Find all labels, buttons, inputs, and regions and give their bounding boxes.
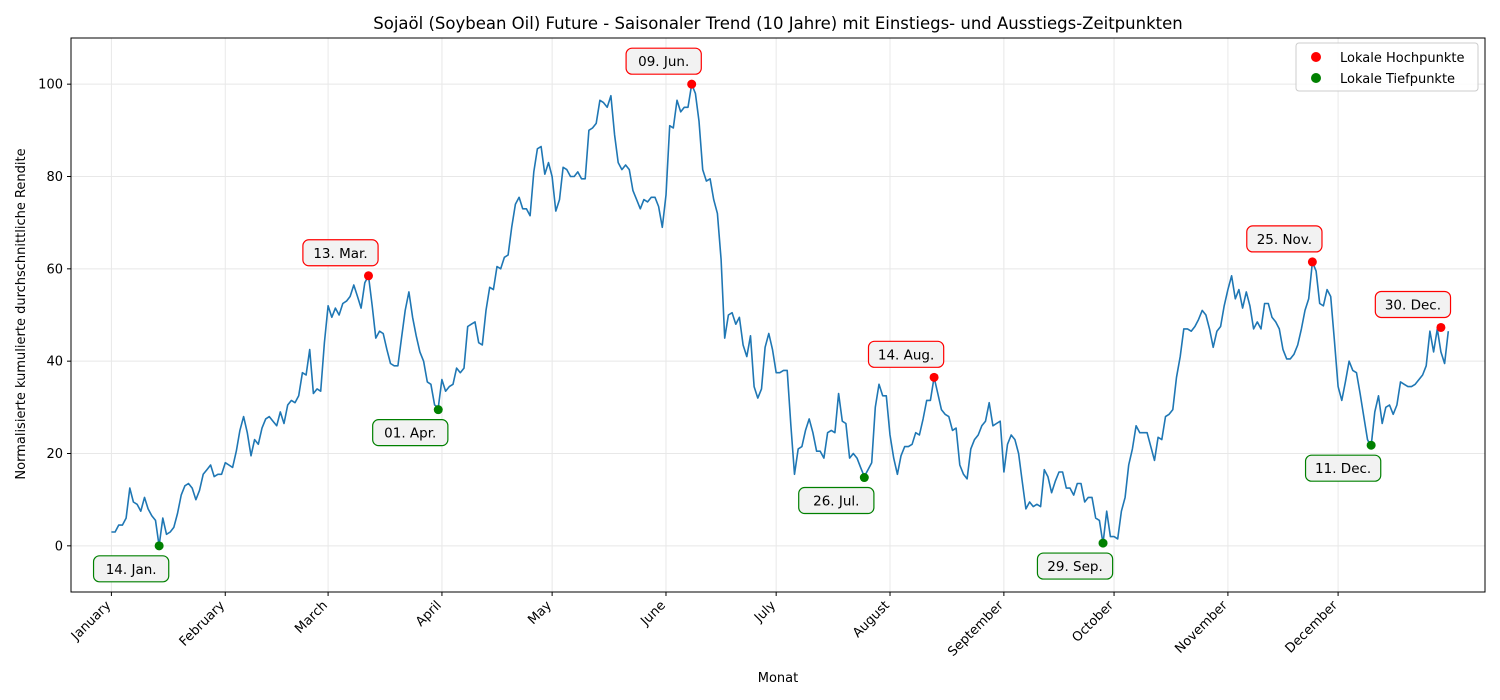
x-tick-label: April: [413, 598, 445, 630]
high-annotation-label: 09. Jun.: [638, 54, 689, 70]
legend-marker-highs: [1311, 52, 1321, 62]
x-tick-label: December: [1283, 598, 1342, 657]
plot-frame: [70, 37, 1486, 593]
y-tick-label: 20: [46, 447, 63, 462]
x-tick-label: May: [525, 598, 555, 628]
high-annotation-label: 13. Mar.: [313, 246, 367, 262]
x-tick-label: June: [637, 598, 668, 629]
x-tick-label: October: [1069, 598, 1117, 646]
series-line: [111, 83, 1450, 547]
legend-marker-lows: [1311, 73, 1321, 83]
series-layer: [111, 83, 1450, 547]
low-annotation-box: [372, 419, 449, 447]
axis-ticks: 0 20 40 60 80 100 January February March April May…: [38, 78, 1341, 660]
low-annotation-box: [92, 555, 170, 583]
low-marker: [433, 405, 443, 415]
x-tick-label: November: [1172, 598, 1231, 657]
high-marker: [1307, 257, 1317, 267]
low-annotation-label: 01. Apr.: [384, 426, 436, 442]
high-marker: [929, 372, 939, 382]
low-annotation-label: 29. Sep.: [1047, 559, 1103, 575]
low-marker: [859, 473, 869, 483]
y-tick-label: 60: [46, 262, 63, 277]
high-marker: [1436, 322, 1446, 332]
low-marker: [1098, 538, 1108, 548]
marker-layer: [154, 79, 1446, 551]
low-marker: [1366, 440, 1376, 450]
high-marker: [687, 79, 697, 89]
high-annotation-box: [867, 340, 945, 368]
high-annotation-label: 14. Aug.: [878, 347, 934, 363]
grid-lines: [71, 38, 1485, 592]
y-tick-label: 100: [38, 78, 63, 93]
x-tick-label: August: [850, 598, 893, 641]
legend-label-highs: Lokale Hochpunkte: [1340, 51, 1464, 66]
legend-box: [1295, 42, 1479, 92]
y-tick-label: 0: [55, 539, 63, 554]
x-tick-label: July: [751, 598, 779, 626]
high-annotation-box: [1374, 290, 1452, 319]
high-annotation-box: [1246, 225, 1323, 253]
low-annotation-label: 26. Jul.: [813, 494, 859, 510]
high-marker: [363, 271, 373, 281]
high-annotation-label: 30. Dec.: [1385, 297, 1441, 313]
chart-title: Sojaöl (Soybean Oil) Future - Saisonaler…: [373, 14, 1182, 33]
x-axis-label: Monat: [758, 671, 798, 686]
y-tick-label: 40: [46, 355, 63, 370]
low-annotation-box: [1036, 552, 1114, 580]
low-annotation-label: 11. Dec.: [1315, 461, 1371, 477]
y-axis-label: Normalisierte kumulierte durchschnittlic…: [14, 148, 29, 479]
x-tick-label: September: [945, 598, 1007, 660]
high-annotation-box: [302, 239, 379, 267]
legend-label-lows: Lokale Tiefpunkte: [1340, 72, 1455, 87]
annotation-layer: 13. Mar. 09. Jun. 14. Aug. 25. Nov. 30. Dec.…: [92, 47, 1452, 583]
legend: Lokale Hochpunkte Lokale Tiefpunkte: [1295, 42, 1479, 92]
low-annotation-box: [1304, 454, 1382, 482]
x-tick-label: January: [68, 598, 114, 644]
x-tick-label: March: [292, 598, 331, 637]
low-annotation-label: 14. Jan.: [106, 562, 157, 578]
y-tick-label: 80: [46, 170, 63, 185]
low-annotation-box: [798, 486, 875, 515]
high-annotation-box: [625, 47, 702, 75]
low-marker: [154, 541, 164, 551]
x-tick-label: February: [177, 598, 229, 650]
high-annotation-label: 25. Nov.: [1257, 232, 1312, 248]
